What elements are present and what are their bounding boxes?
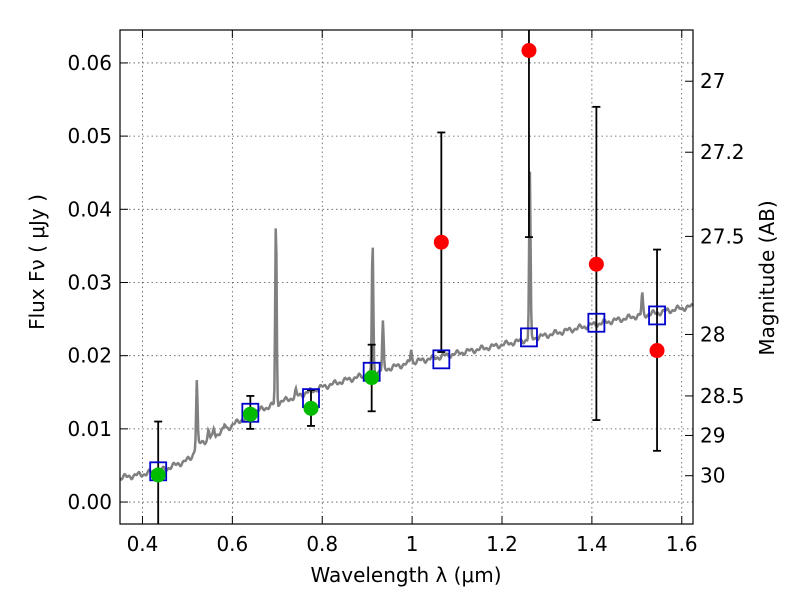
grid-layer xyxy=(120,30,693,524)
circle-marker xyxy=(588,256,604,272)
circle-marker xyxy=(242,406,258,422)
square-marker xyxy=(520,327,538,348)
spectrum-layer xyxy=(119,171,695,482)
y2-tick-label: 28.5 xyxy=(700,384,745,408)
y-tick-label: 0.01 xyxy=(67,417,112,441)
x-tick-label: 1 xyxy=(406,532,419,556)
x-tick-label: 0.4 xyxy=(127,532,159,556)
y-tick-label: 0.04 xyxy=(67,197,112,221)
y-tick-label: 0.05 xyxy=(67,124,112,148)
square-marker xyxy=(587,312,606,333)
spectrum-line xyxy=(119,171,695,482)
y2-tick-label: 29 xyxy=(700,423,725,447)
plot-frame xyxy=(119,29,694,525)
tick-layer: 0.4 0.6 0.8 1 1.2 1.4 1.6 0.00 0.01 0.02 0.03 0.04 0… xyxy=(67,30,745,556)
square-marker xyxy=(648,305,666,326)
circle-marker xyxy=(303,400,319,416)
circle-marker xyxy=(521,42,537,58)
y2-tick-label: 27 xyxy=(700,69,725,93)
x-tick-label: 1.6 xyxy=(666,532,698,556)
x-tick-label: 1.4 xyxy=(576,532,608,556)
x-axis-title: Wavelength λ (μm) xyxy=(310,563,501,587)
y-tick-label: 0.02 xyxy=(67,344,112,368)
y2-axis-title: Magnitude (AB) xyxy=(755,200,779,355)
y-tick-label: 0.00 xyxy=(67,490,112,514)
y2-tick-label: 28 xyxy=(700,322,725,346)
y2-tick-label: 30 xyxy=(700,464,725,488)
circle-marker xyxy=(150,467,166,483)
x-tick-label: 0.6 xyxy=(216,532,248,556)
x-tick-label: 0.8 xyxy=(306,532,338,556)
square-marker xyxy=(432,349,451,370)
marker-layer xyxy=(149,42,666,483)
y2-tick-label: 27.5 xyxy=(700,224,745,248)
y-axis-title: Flux Fν ( μJy ) xyxy=(25,194,49,330)
y2-tick-label: 27.2 xyxy=(700,140,745,164)
square-marker xyxy=(241,402,260,423)
circle-marker xyxy=(433,234,449,250)
circle-marker xyxy=(649,343,665,359)
y-tick-label: 0.06 xyxy=(67,51,112,75)
y-tick-label: 0.03 xyxy=(67,270,112,294)
x-tick-label: 1.2 xyxy=(486,532,518,556)
circle-marker xyxy=(364,370,380,386)
